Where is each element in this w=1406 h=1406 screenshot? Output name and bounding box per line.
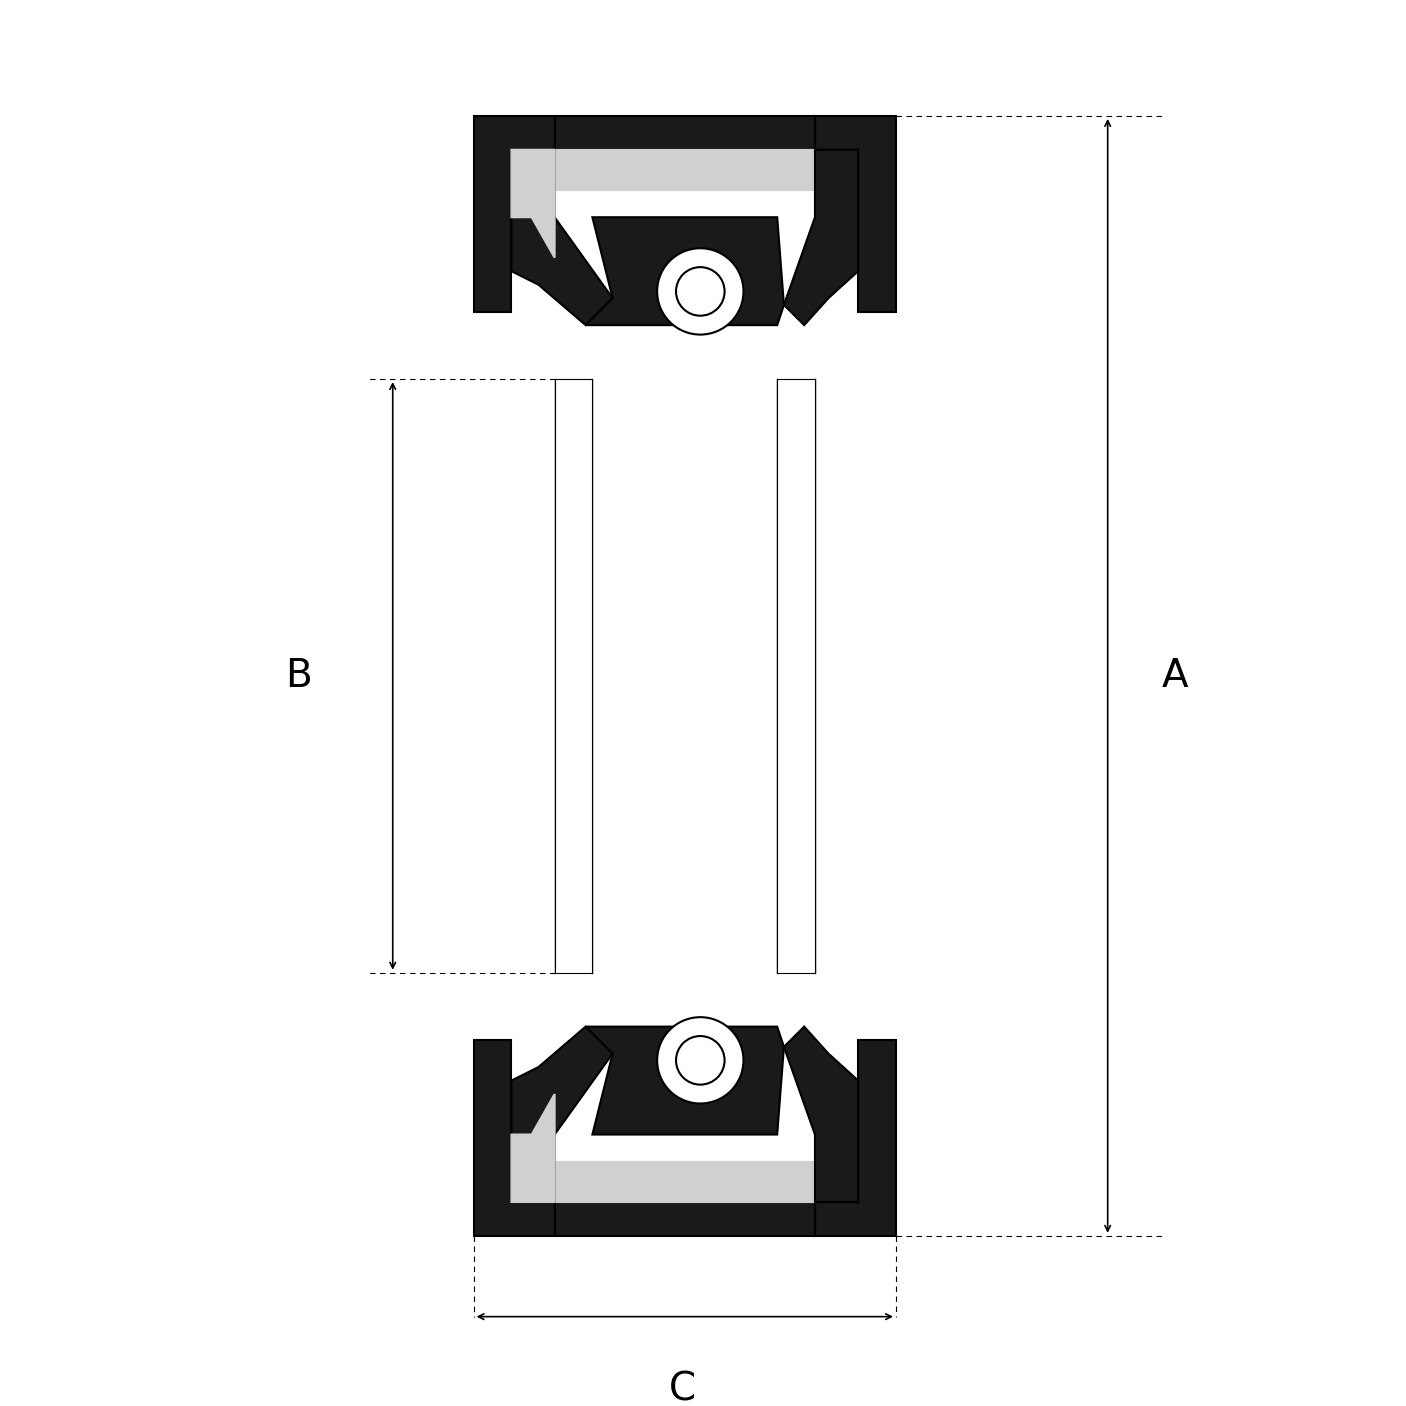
Polygon shape: [785, 1026, 858, 1202]
Polygon shape: [554, 117, 815, 150]
Polygon shape: [512, 1094, 554, 1202]
Polygon shape: [512, 150, 613, 325]
Polygon shape: [474, 1040, 554, 1236]
Circle shape: [676, 1036, 724, 1084]
Text: C: C: [669, 1371, 696, 1406]
Polygon shape: [778, 380, 815, 973]
Polygon shape: [554, 150, 815, 190]
Polygon shape: [815, 117, 896, 312]
Circle shape: [657, 1017, 744, 1104]
Polygon shape: [512, 150, 554, 257]
Polygon shape: [554, 1202, 815, 1236]
Polygon shape: [586, 217, 785, 325]
Polygon shape: [815, 1040, 896, 1236]
Circle shape: [657, 249, 744, 335]
Polygon shape: [474, 117, 554, 312]
Polygon shape: [554, 380, 592, 973]
Text: A: A: [1161, 657, 1188, 695]
Polygon shape: [554, 1161, 815, 1202]
Polygon shape: [512, 1026, 613, 1202]
Polygon shape: [785, 150, 858, 325]
Polygon shape: [586, 1026, 785, 1135]
Text: B: B: [285, 657, 312, 695]
Circle shape: [676, 267, 724, 316]
